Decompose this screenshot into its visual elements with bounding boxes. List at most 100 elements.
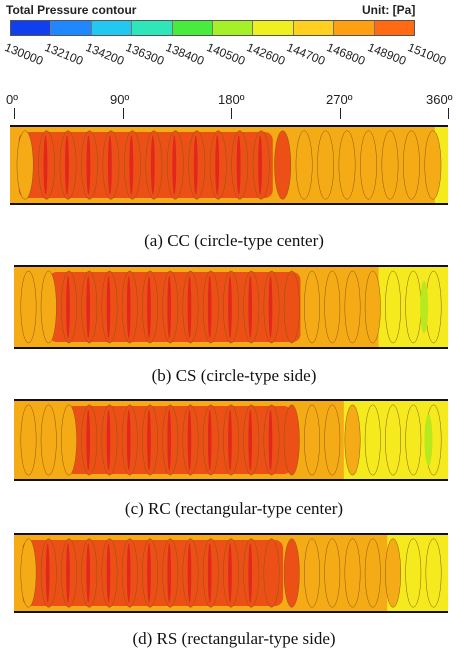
colorbar-tick-label: 130000 (2, 40, 46, 68)
peak-pressure-streak (207, 275, 212, 339)
colorbar-tick-label: 148900 (365, 40, 408, 68)
pressure-cell (295, 130, 313, 200)
pressure-cell (324, 404, 341, 476)
peak-pressure-streak (215, 135, 220, 195)
colorbar-swatch-1 (51, 21, 92, 35)
peak-pressure-streak (150, 135, 155, 195)
pressure-cell (61, 404, 77, 476)
contour-panel-rc (14, 396, 448, 484)
pressure-cell (385, 270, 401, 344)
peak-pressure-streak (248, 275, 253, 339)
pressure-cell (364, 538, 381, 608)
caption-cc: (a) CC (circle-type center) (144, 231, 324, 250)
caption-rs: (d) RS (rectangular-type side) (132, 629, 336, 648)
peak-pressure-streak (187, 409, 192, 471)
pressure-cell (16, 130, 34, 200)
peak-pressure-streak (268, 409, 273, 471)
peak-pressure-streak (106, 275, 111, 339)
pressure-cell (424, 130, 442, 200)
angle-tick-180 (231, 108, 232, 119)
colorbar-tick-label: 142600 (244, 40, 287, 68)
peak-pressure-streak (167, 409, 172, 471)
colorbar-tick-label: 144700 (284, 40, 328, 68)
peak-pressure-streak (86, 275, 91, 339)
angle-label-360: 360º (426, 92, 453, 107)
peak-pressure-streak (147, 409, 151, 471)
peak-pressure-streak (65, 135, 69, 195)
peak-pressure-streak (107, 135, 112, 195)
pressure-cell (364, 404, 381, 476)
pressure-cell (20, 538, 37, 608)
colorbar-swatch-5 (213, 21, 254, 35)
peak-pressure-streak (167, 543, 172, 603)
colorbar-tick-label: 136300 (123, 40, 167, 68)
pressure-cell (283, 538, 300, 608)
peak-pressure-streak (126, 409, 131, 471)
pressure-cell (405, 538, 422, 608)
pressure-colorbar (10, 20, 415, 36)
peak-pressure-streak (147, 275, 151, 339)
colorbar-swatch-9 (374, 21, 415, 35)
peak-pressure-streak (207, 409, 212, 471)
pressure-cell (20, 270, 37, 344)
peak-pressure-streak (106, 543, 111, 603)
angle-tick-0 (14, 108, 15, 119)
peak-pressure-streak (193, 135, 198, 195)
lowest-pressure-spot (424, 414, 433, 466)
pressure-cell (385, 538, 401, 608)
contour-panel-cc (10, 122, 448, 208)
peak-pressure-streak (228, 275, 232, 339)
pressure-cell (263, 538, 280, 608)
colorbar-tick-label: 138400 (163, 40, 207, 68)
peak-pressure-streak (268, 275, 273, 339)
peak-pressure-streak (207, 543, 212, 603)
peak-pressure-streak (228, 543, 232, 603)
peak-pressure-streak (66, 543, 70, 603)
peak-pressure-streak (228, 409, 232, 471)
peak-pressure-streak (43, 135, 48, 195)
pressure-cell (283, 404, 300, 476)
colorbar-tick-label: 134200 (83, 40, 126, 68)
colorbar-swatch-6 (253, 21, 294, 35)
peak-pressure-streak (167, 275, 172, 339)
peak-pressure-streak (147, 543, 151, 603)
angle-tick-90 (123, 108, 124, 119)
pressure-cell (344, 404, 361, 476)
pressure-cell (283, 270, 300, 344)
pressure-cell (20, 404, 37, 476)
peak-pressure-streak (86, 135, 91, 195)
angle-label-0: 0º (6, 92, 18, 107)
pressure-cell (344, 270, 361, 344)
angle-label-270: 270º (326, 92, 353, 107)
pressure-cell (405, 404, 422, 476)
colorbar-swatch-0 (11, 21, 52, 35)
colorbar-swatch-2 (91, 21, 133, 35)
peak-pressure-streak (66, 275, 70, 339)
peak-pressure-streak (86, 409, 91, 471)
peak-pressure-streak (106, 409, 111, 471)
pressure-cell (317, 130, 334, 200)
pressure-cell (304, 270, 320, 344)
lowest-pressure-spot (420, 280, 429, 334)
peak-pressure-streak (236, 135, 241, 195)
angle-label-90: 90º (110, 92, 130, 107)
peak-pressure-streak (187, 543, 192, 603)
pressure-cell (324, 270, 341, 344)
pressure-cell (381, 130, 399, 200)
legend-title: Total Pressure contour (6, 3, 137, 17)
peak-pressure-streak (126, 275, 131, 339)
pressure-cell (360, 130, 377, 200)
contour-panel-rs (14, 530, 448, 616)
angle-tick-360 (448, 108, 449, 119)
peak-pressure-streak (248, 409, 253, 471)
peak-pressure-streak (45, 543, 50, 603)
pressure-cell (324, 538, 341, 608)
peak-pressure-streak (258, 135, 263, 195)
contour-panel-cs (14, 262, 448, 352)
peak-pressure-streak (129, 135, 134, 195)
colorbar-swatch-8 (334, 21, 375, 35)
peak-pressure-streak (86, 543, 91, 603)
pressure-cell (425, 270, 442, 344)
colorbar-tick-label: 146800 (325, 40, 368, 68)
pressure-cell (274, 130, 292, 200)
